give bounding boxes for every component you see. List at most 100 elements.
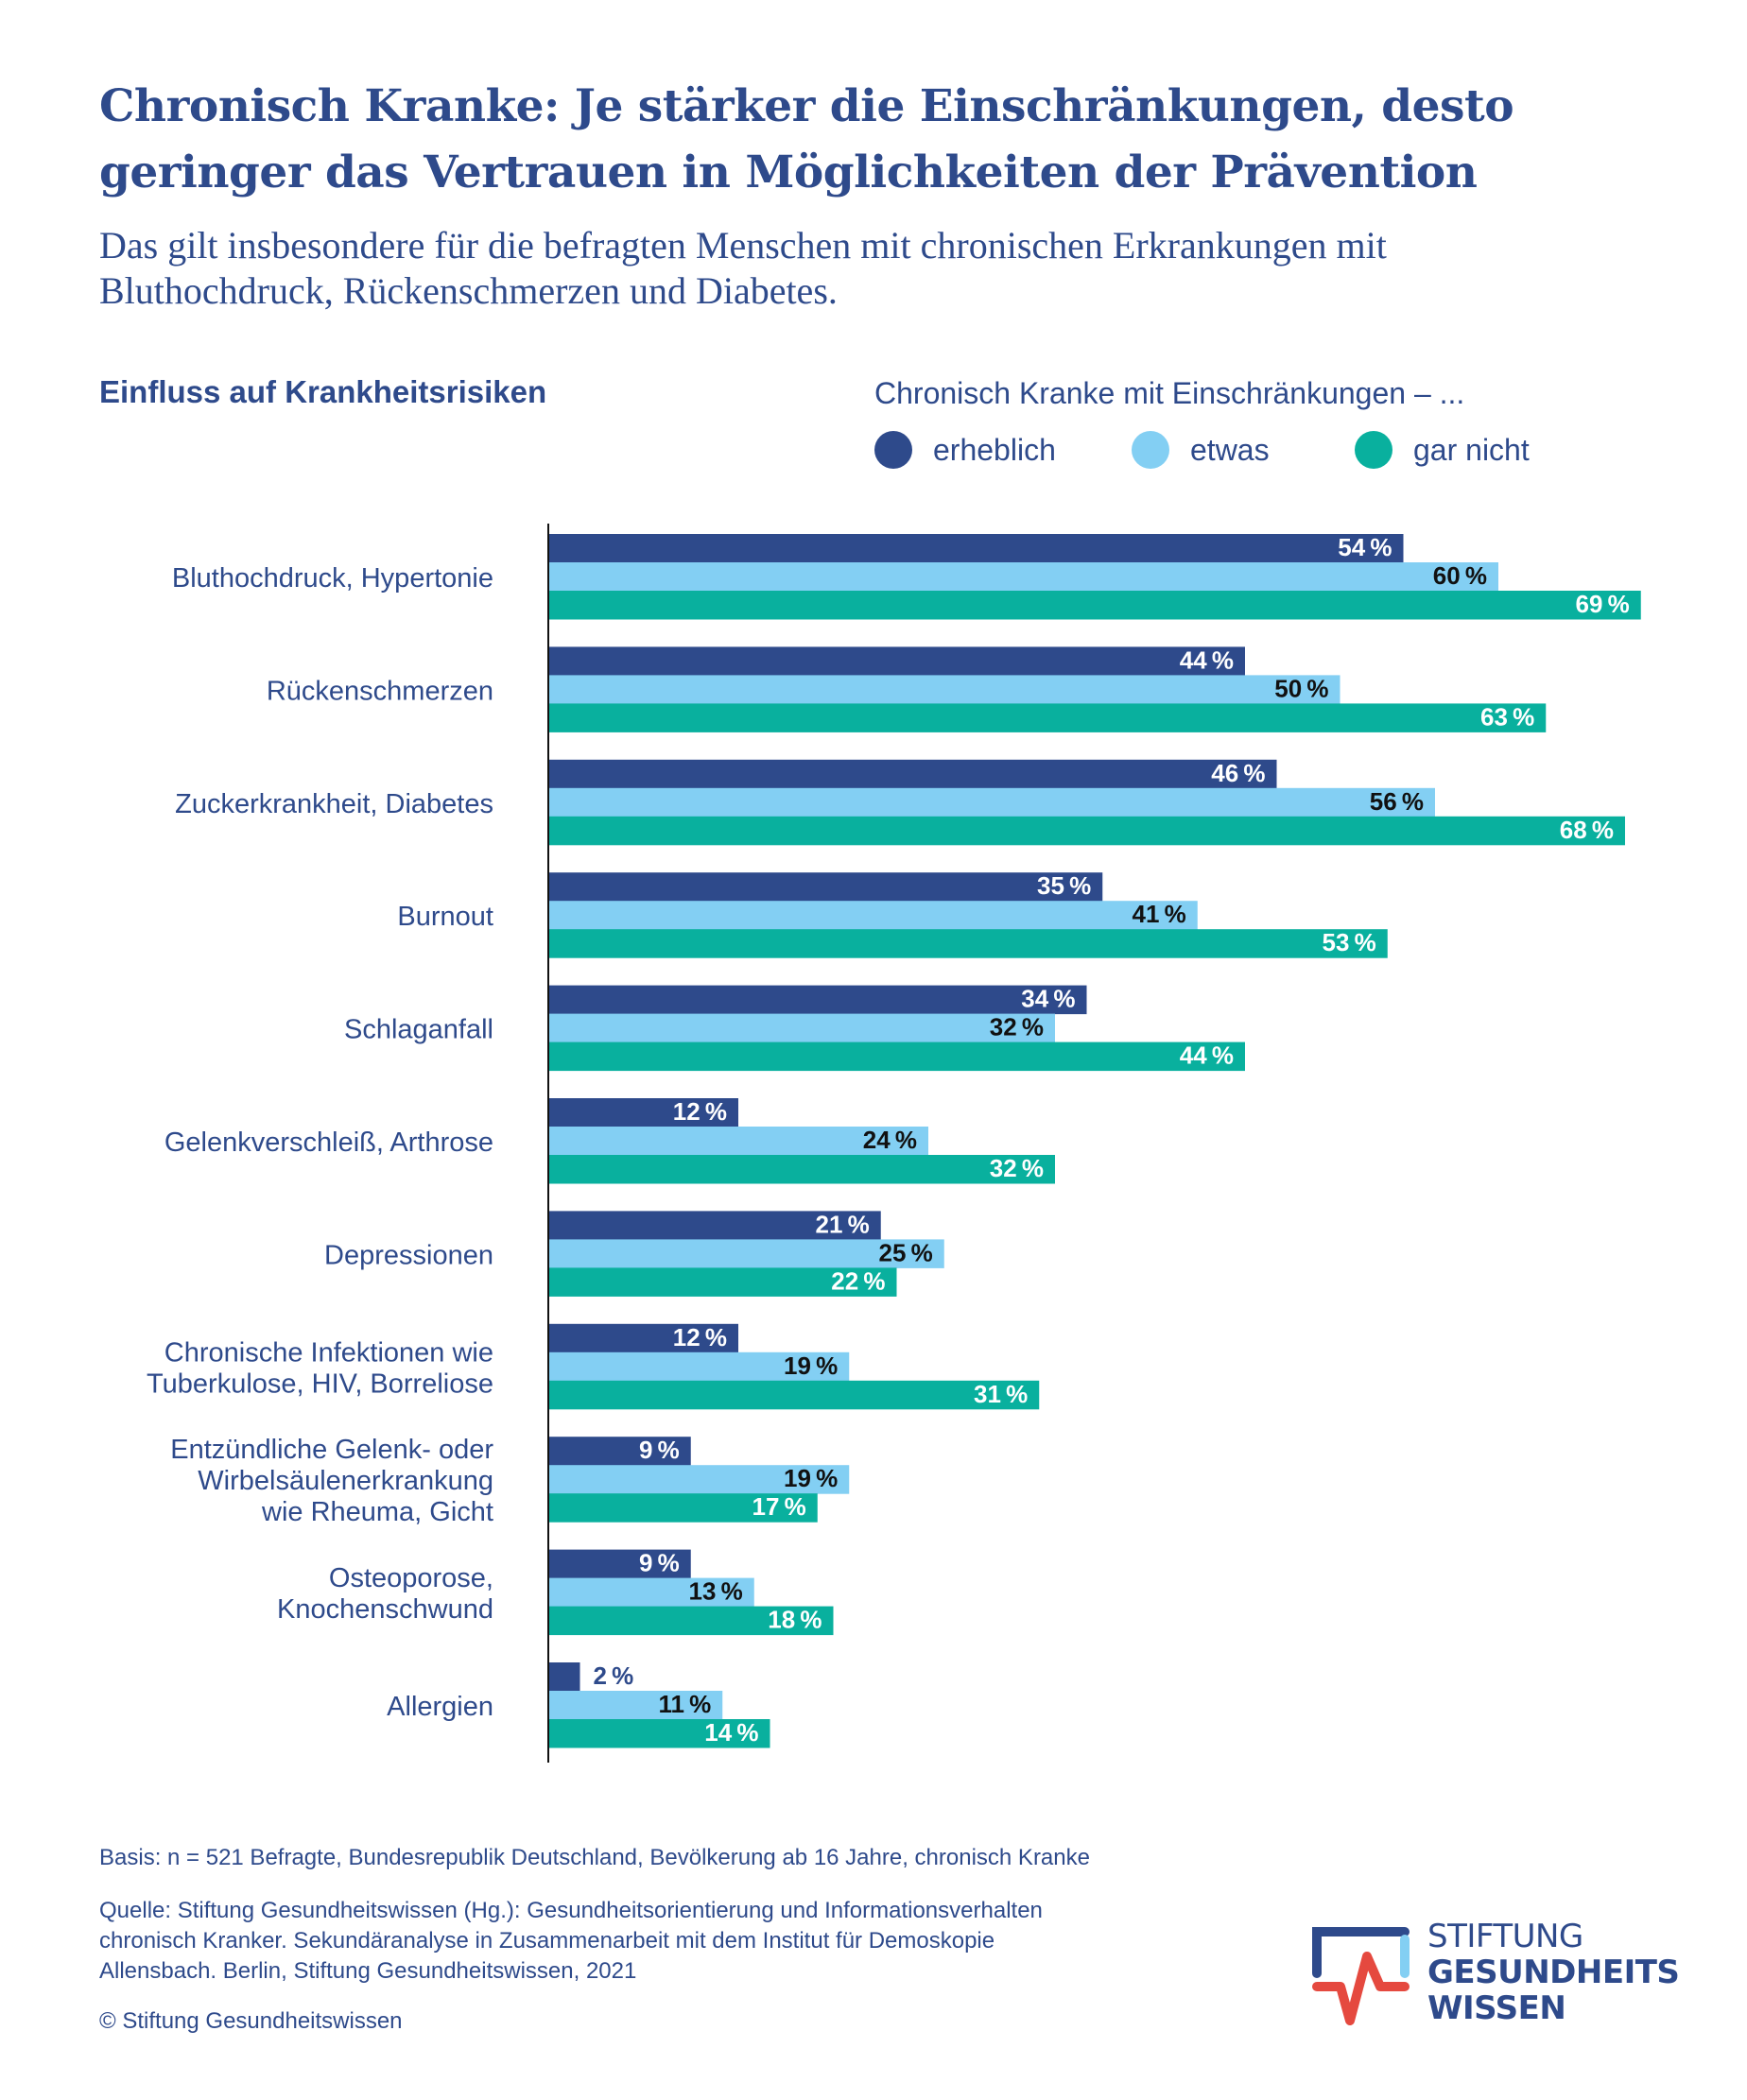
data-label: 18 % <box>768 1606 822 1634</box>
bar-erheblich <box>548 1211 881 1240</box>
subtitle-line-1: Das gilt insbesondere für die befragten … <box>99 224 1387 267</box>
bar-erheblich <box>548 1437 691 1466</box>
bar-gar-nicht <box>548 1719 770 1748</box>
bar-erheblich <box>548 759 1277 789</box>
legend-swatch-erheblich <box>874 431 912 469</box>
bar-gar-nicht <box>548 1041 1245 1072</box>
bar-erheblich <box>548 872 1103 902</box>
logo-text: STIFTUNG GESUNDHEITS WISSEN <box>1427 1918 1680 2027</box>
data-label: 9 % <box>639 1436 680 1464</box>
legend-label-erheblich: erheblich <box>933 432 1056 467</box>
section-title: Einfluss auf Krankheitsrisiken <box>99 374 547 409</box>
source-line-3: Allensbach. Berlin, Stiftung Gesundheits… <box>99 1958 637 1984</box>
heartbeat-logo-icon <box>1312 1927 1410 2025</box>
category-label: Zuckerkrankheit, Diabetes <box>175 789 493 819</box>
source-line-2: chronisch Kranker. Sekundäranalyse in Zu… <box>99 1928 995 1954</box>
bar-gar-nicht <box>548 1606 834 1636</box>
bar-etwas <box>548 1465 850 1494</box>
data-label: 50 % <box>1274 674 1328 702</box>
footer-copyright: © Stiftung Gesundheitswissen <box>99 2008 403 2034</box>
category-label: Tuberkulose, HIV, Borreliose <box>147 1368 493 1399</box>
category-label: Gelenkverschleiß, Arthrose <box>164 1127 493 1158</box>
category-label: Depressionen <box>324 1240 493 1270</box>
title-line-2: geringer das Vertrauen in Möglichkeiten … <box>99 146 1478 198</box>
data-label: 9 % <box>639 1549 680 1577</box>
category-label: Chronische Infektionen wie <box>164 1337 493 1368</box>
stiftung-logo: STIFTUNG GESUNDHEITS WISSEN <box>1312 1919 1680 2041</box>
source-line-1: Quelle: Stiftung Gesundheitswissen (Hg.)… <box>99 1898 1043 1923</box>
bar-erheblich <box>548 1662 580 1692</box>
legend-item-etwas: etwas <box>1132 431 1355 469</box>
legend: erheblich etwas gar nicht <box>874 431 1530 469</box>
data-label: 22 % <box>831 1266 885 1295</box>
data-label: 19 % <box>784 1351 838 1380</box>
bar-chart: Bluthochdruck, Hypertonie 54 % 60 % 69 % Rüc… <box>147 524 1641 1763</box>
logo-line-1: STIFTUNG <box>1427 1918 1583 1955</box>
data-label: 31 % <box>974 1380 1028 1408</box>
data-label: 44 % <box>1180 1041 1234 1070</box>
bar-etwas <box>548 675 1341 704</box>
bar-etwas <box>548 1013 1055 1043</box>
data-label: 24 % <box>863 1126 917 1154</box>
bar-gar-nicht <box>548 1380 1040 1410</box>
category-label: Allergien <box>387 1692 493 1722</box>
legend-swatch-etwas <box>1132 431 1169 469</box>
chart-title: Chronisch Kranke: Je stärker die Einschr… <box>99 74 1659 206</box>
data-label: 2 % <box>594 1661 634 1690</box>
data-label: 13 % <box>689 1577 743 1606</box>
bar-erheblich <box>548 534 1404 563</box>
data-label: 53 % <box>1323 928 1376 956</box>
category-label: Knochenschwund <box>277 1594 493 1625</box>
legend-label-etwas: etwas <box>1190 432 1270 467</box>
data-label: 32 % <box>990 1013 1044 1041</box>
bar-etwas <box>548 562 1498 592</box>
category-label: Osteoporose, <box>329 1563 493 1593</box>
data-label: 25 % <box>879 1238 933 1266</box>
bar-gar-nicht <box>548 816 1625 846</box>
bar-etwas <box>548 787 1435 818</box>
data-label: 69 % <box>1576 590 1630 618</box>
data-label: 35 % <box>1037 871 1091 900</box>
bar-etwas <box>548 1351 850 1382</box>
data-label: 34 % <box>1021 985 1075 1013</box>
title-line-1: Chronisch Kranke: Je stärker die Einschr… <box>99 80 1514 132</box>
bar-erheblich <box>548 985 1087 1015</box>
subtitle-line-2: Bluthochdruck, Rückenschmerzen und Diabe… <box>99 269 838 312</box>
data-label: 14 % <box>704 1718 758 1747</box>
legend-item-gar-nicht: gar nicht <box>1355 431 1530 469</box>
legend-item-erheblich: erheblich <box>874 431 1132 469</box>
data-label: 54 % <box>1338 533 1392 561</box>
bar-etwas <box>548 1239 944 1268</box>
bar-gar-nicht <box>548 591 1641 620</box>
data-label: 32 % <box>990 1154 1044 1182</box>
bar-gar-nicht <box>548 703 1547 732</box>
category-label: wie Rheuma, Gicht <box>261 1497 493 1527</box>
bar-gar-nicht <box>548 1155 1055 1184</box>
bar-etwas <box>548 1691 723 1720</box>
logo-line-3: WISSEN <box>1427 1989 1566 2027</box>
legend-title: Chronisch Kranke mit Einschränkungen – .… <box>874 376 1465 410</box>
category-label: Wirbelsäulenerkrankung <box>198 1466 493 1496</box>
bar-etwas <box>548 1127 928 1156</box>
footer-basis: Basis: n = 521 Befragte, Bundesrepublik … <box>99 1845 1090 1870</box>
data-label: 12 % <box>673 1097 727 1126</box>
bar-gar-nicht <box>548 1267 897 1297</box>
data-label: 21 % <box>816 1210 870 1238</box>
bar-erheblich <box>548 1549 691 1579</box>
bar-erheblich <box>548 646 1245 676</box>
data-label: 44 % <box>1180 645 1234 674</box>
category-label: Entzündliche Gelenk- oder <box>170 1435 493 1465</box>
category-label: Schlaganfall <box>344 1015 493 1045</box>
data-label: 46 % <box>1211 759 1265 787</box>
category-label: Burnout <box>397 902 493 932</box>
data-label: 56 % <box>1370 787 1424 816</box>
bar-gar-nicht <box>548 929 1388 958</box>
bar-etwas <box>548 1577 754 1608</box>
legend-label-gar-nicht: gar nicht <box>1413 432 1530 467</box>
bar-etwas <box>548 901 1198 930</box>
footer-source: Quelle: Stiftung Gesundheitswissen (Hg.)… <box>99 1896 1234 1987</box>
category-label: Rückenschmerzen <box>267 676 493 706</box>
data-label: 19 % <box>784 1464 838 1492</box>
data-label: 63 % <box>1480 702 1534 731</box>
category-label: Bluthochdruck, Hypertonie <box>172 563 493 594</box>
